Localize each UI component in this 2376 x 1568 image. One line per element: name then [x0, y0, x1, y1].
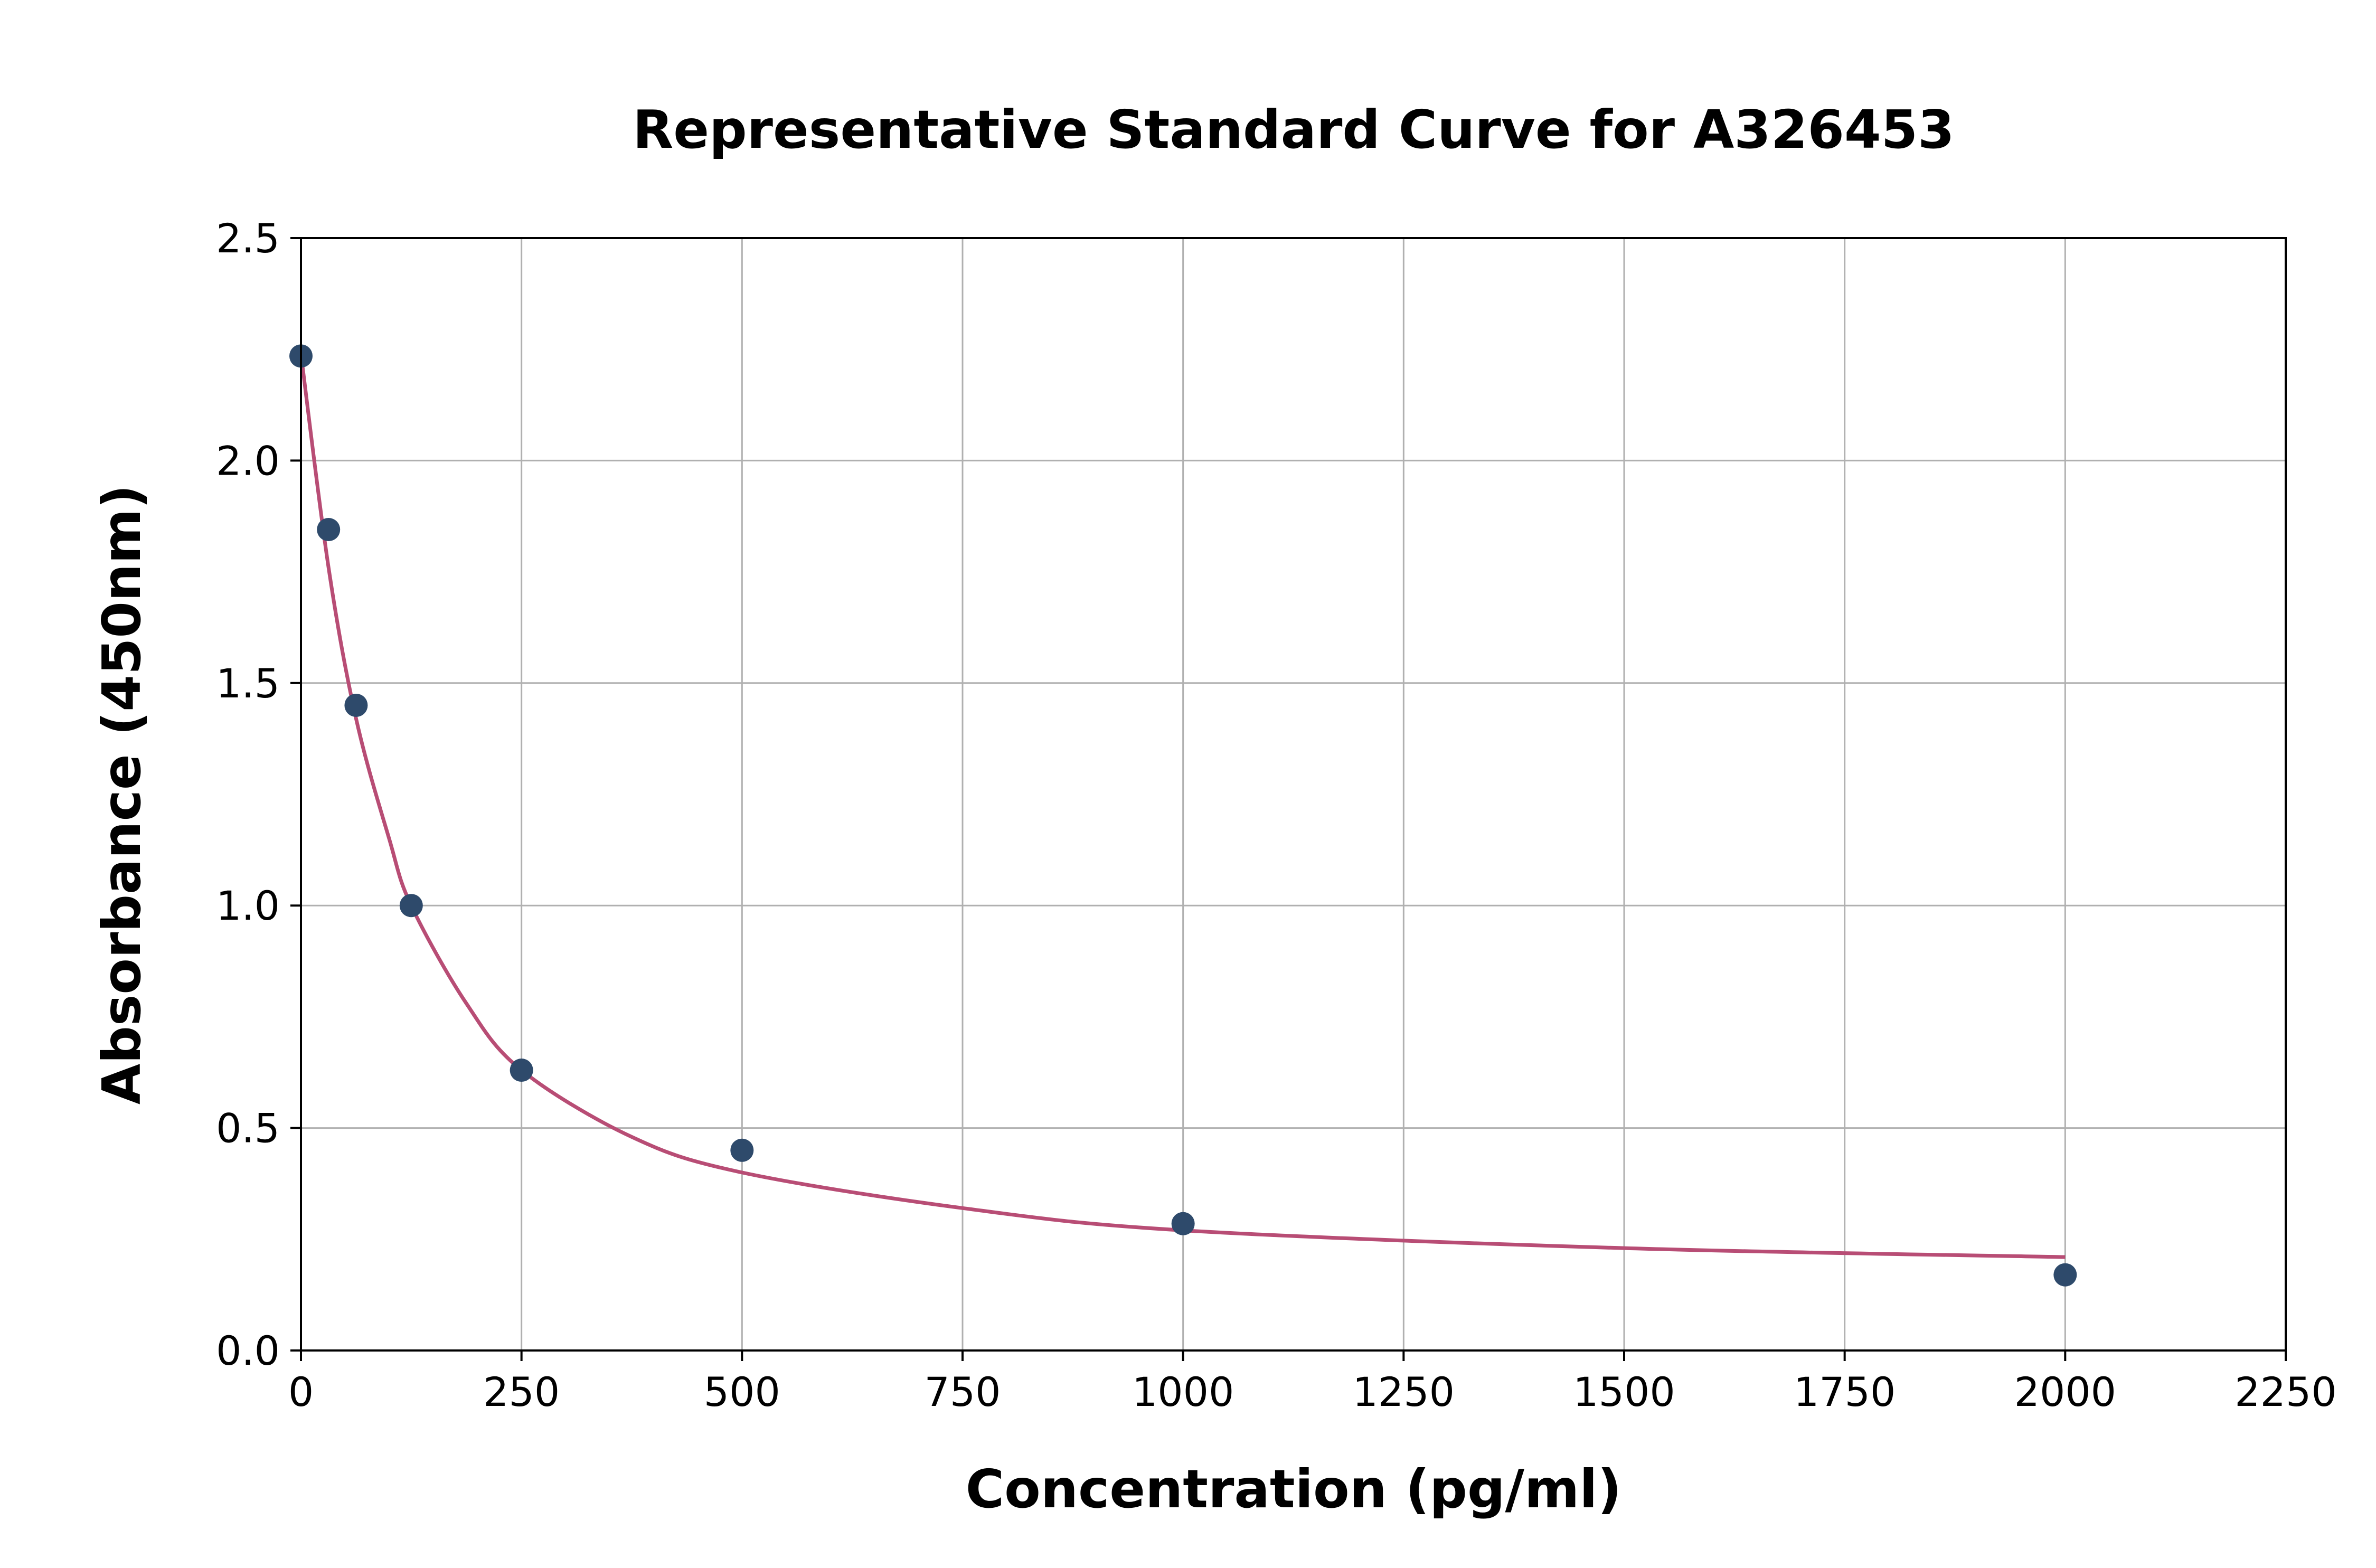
data-point [344, 693, 368, 717]
x-tick-label: 500 [704, 1368, 780, 1415]
y-tick-label: 1.0 [216, 882, 280, 929]
x-tick-label: 2250 [2234, 1368, 2336, 1415]
x-tick-label: 0 [288, 1368, 314, 1415]
data-point [317, 518, 341, 542]
y-tick-label: 2.0 [216, 437, 280, 484]
data-point [399, 894, 423, 918]
x-tick-label: 1750 [1794, 1368, 1896, 1415]
x-tick-label: 250 [483, 1368, 560, 1415]
x-tick-label: 1500 [1573, 1368, 1675, 1415]
data-point [1171, 1212, 1195, 1235]
x-tick-label: 750 [924, 1368, 1001, 1415]
x-tick-label: 1250 [1353, 1368, 1455, 1415]
data-point [510, 1059, 533, 1082]
x-axis-ticks: 0 250 500 750 1000 1250 1500 1750 2000 2250 [288, 1350, 2337, 1415]
data-point [2053, 1263, 2077, 1287]
x-tick-label: 2000 [2014, 1368, 2116, 1415]
y-axis-ticks: 0.0 0.5 1.0 1.5 2.0 2.5 [216, 215, 301, 1374]
chart-title: Representative Standard Curve for A32645… [633, 99, 1954, 160]
y-axis-label: Absorbance (450nm) [91, 485, 153, 1104]
y-tick-label: 2.5 [216, 215, 280, 262]
data-points-layer [289, 344, 2077, 1287]
data-point [730, 1138, 754, 1162]
y-tick-label: 0.0 [216, 1327, 280, 1374]
plot-frame [300, 237, 2287, 1352]
x-tick-label: 1000 [1132, 1368, 1234, 1415]
x-axis-label: Concentration (pg/ml) [966, 1458, 1622, 1520]
y-tick-label: 0.5 [216, 1105, 280, 1152]
grid [300, 237, 2287, 1352]
y-tick-label: 1.5 [216, 660, 280, 707]
